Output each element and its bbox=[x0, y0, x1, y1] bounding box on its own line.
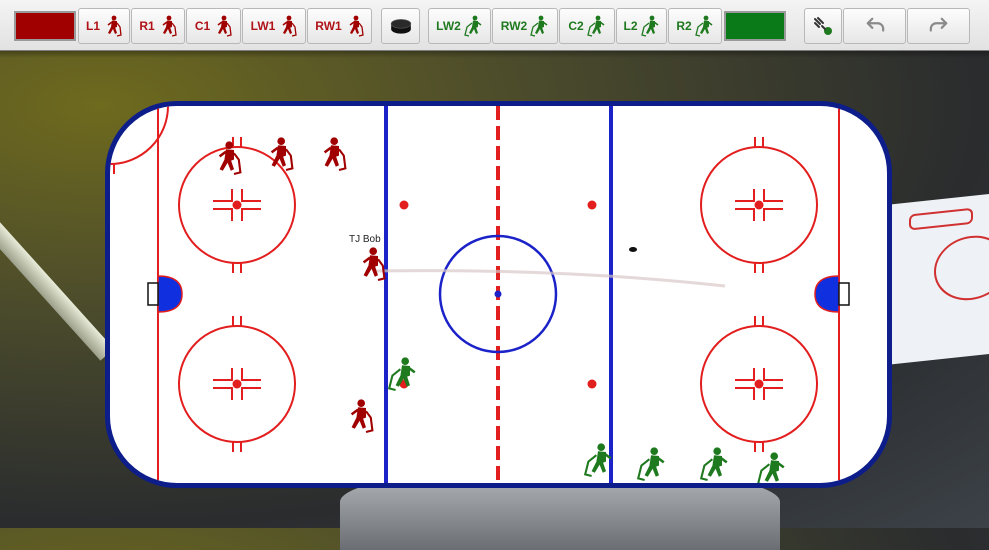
player-button-label: LW2 bbox=[436, 19, 461, 33]
player-button-rw1[interactable]: RW1 bbox=[307, 8, 372, 44]
hockey-player-icon bbox=[530, 15, 549, 37]
player-button-label: R2 bbox=[676, 19, 692, 33]
toolbar: L1 R1 C1 LW1 RW1 LW2 RW2 C2 L2 bbox=[0, 0, 989, 58]
player-button-l1[interactable]: L1 bbox=[78, 8, 130, 44]
hockey-player-icon bbox=[640, 15, 659, 37]
net-right bbox=[838, 282, 850, 306]
puck[interactable] bbox=[629, 247, 637, 252]
player-button-label: LW1 bbox=[250, 19, 276, 33]
player-button-label: L1 bbox=[85, 19, 100, 33]
player-button-l2[interactable]: L2 bbox=[616, 8, 667, 44]
player-button-lw1[interactable]: LW1 bbox=[242, 8, 306, 44]
player-button-label: C2 bbox=[568, 19, 584, 33]
home-player[interactable] bbox=[210, 140, 242, 176]
player-name-label: TJ Bob bbox=[349, 234, 381, 245]
player-button-label: RW2 bbox=[500, 19, 528, 33]
hockey-player-icon bbox=[107, 15, 122, 37]
player-button-label: R1 bbox=[139, 19, 155, 33]
player-button-c2[interactable]: C2 bbox=[559, 8, 615, 44]
player-button-r2[interactable]: R2 bbox=[668, 8, 722, 44]
home-player[interactable] bbox=[262, 136, 294, 172]
redo-button[interactable] bbox=[907, 8, 970, 44]
away-team-color-swatch[interactable] bbox=[724, 11, 786, 41]
hockey-player-icon bbox=[282, 15, 298, 37]
undo-icon bbox=[866, 17, 884, 32]
away-player[interactable] bbox=[755, 451, 787, 487]
blue-line-right bbox=[609, 106, 613, 483]
player-button-lw2[interactable]: LW2 bbox=[428, 8, 491, 44]
crease-left bbox=[157, 275, 183, 313]
hockey-player-icon bbox=[586, 15, 605, 37]
add-puck-button[interactable] bbox=[381, 8, 420, 44]
rink-markings bbox=[110, 106, 850, 483]
redo-icon bbox=[929, 17, 947, 32]
player-button-c1[interactable]: C1 bbox=[186, 8, 241, 44]
home-player[interactable] bbox=[315, 136, 347, 172]
away-player[interactable] bbox=[635, 446, 667, 482]
hockey-player-icon bbox=[348, 15, 364, 37]
center-dot bbox=[494, 290, 502, 298]
puck-icon bbox=[390, 19, 411, 34]
draw-path-button[interactable] bbox=[804, 8, 842, 44]
home-team-color-swatch[interactable] bbox=[14, 11, 76, 41]
background-rink-board bbox=[876, 194, 989, 366]
hockey-player-icon bbox=[161, 15, 177, 37]
undo-button[interactable] bbox=[843, 8, 906, 44]
draw-path-icon bbox=[814, 17, 832, 35]
away-player[interactable] bbox=[582, 442, 614, 478]
player-button-label: C1 bbox=[194, 19, 211, 33]
hockey-player-icon bbox=[464, 15, 482, 37]
player-button-r1[interactable]: R1 bbox=[131, 8, 185, 44]
blue-line-left bbox=[384, 106, 388, 483]
player-button-label: RW1 bbox=[315, 19, 342, 33]
hockey-player-icon bbox=[217, 15, 232, 37]
away-player[interactable] bbox=[698, 446, 730, 482]
home-player[interactable] bbox=[354, 246, 386, 282]
center-circle bbox=[438, 234, 558, 354]
drawn-path bbox=[374, 269, 726, 288]
hockey-rink[interactable]: TJ Bob bbox=[105, 101, 892, 488]
hockey-player-icon bbox=[694, 15, 713, 37]
background-stick bbox=[0, 200, 114, 361]
away-player[interactable] bbox=[386, 356, 418, 392]
player-button-rw2[interactable]: RW2 bbox=[492, 8, 558, 44]
crease-right bbox=[814, 275, 840, 313]
home-player[interactable] bbox=[342, 398, 374, 434]
player-button-label: L2 bbox=[623, 19, 638, 33]
net-left bbox=[147, 282, 159, 306]
